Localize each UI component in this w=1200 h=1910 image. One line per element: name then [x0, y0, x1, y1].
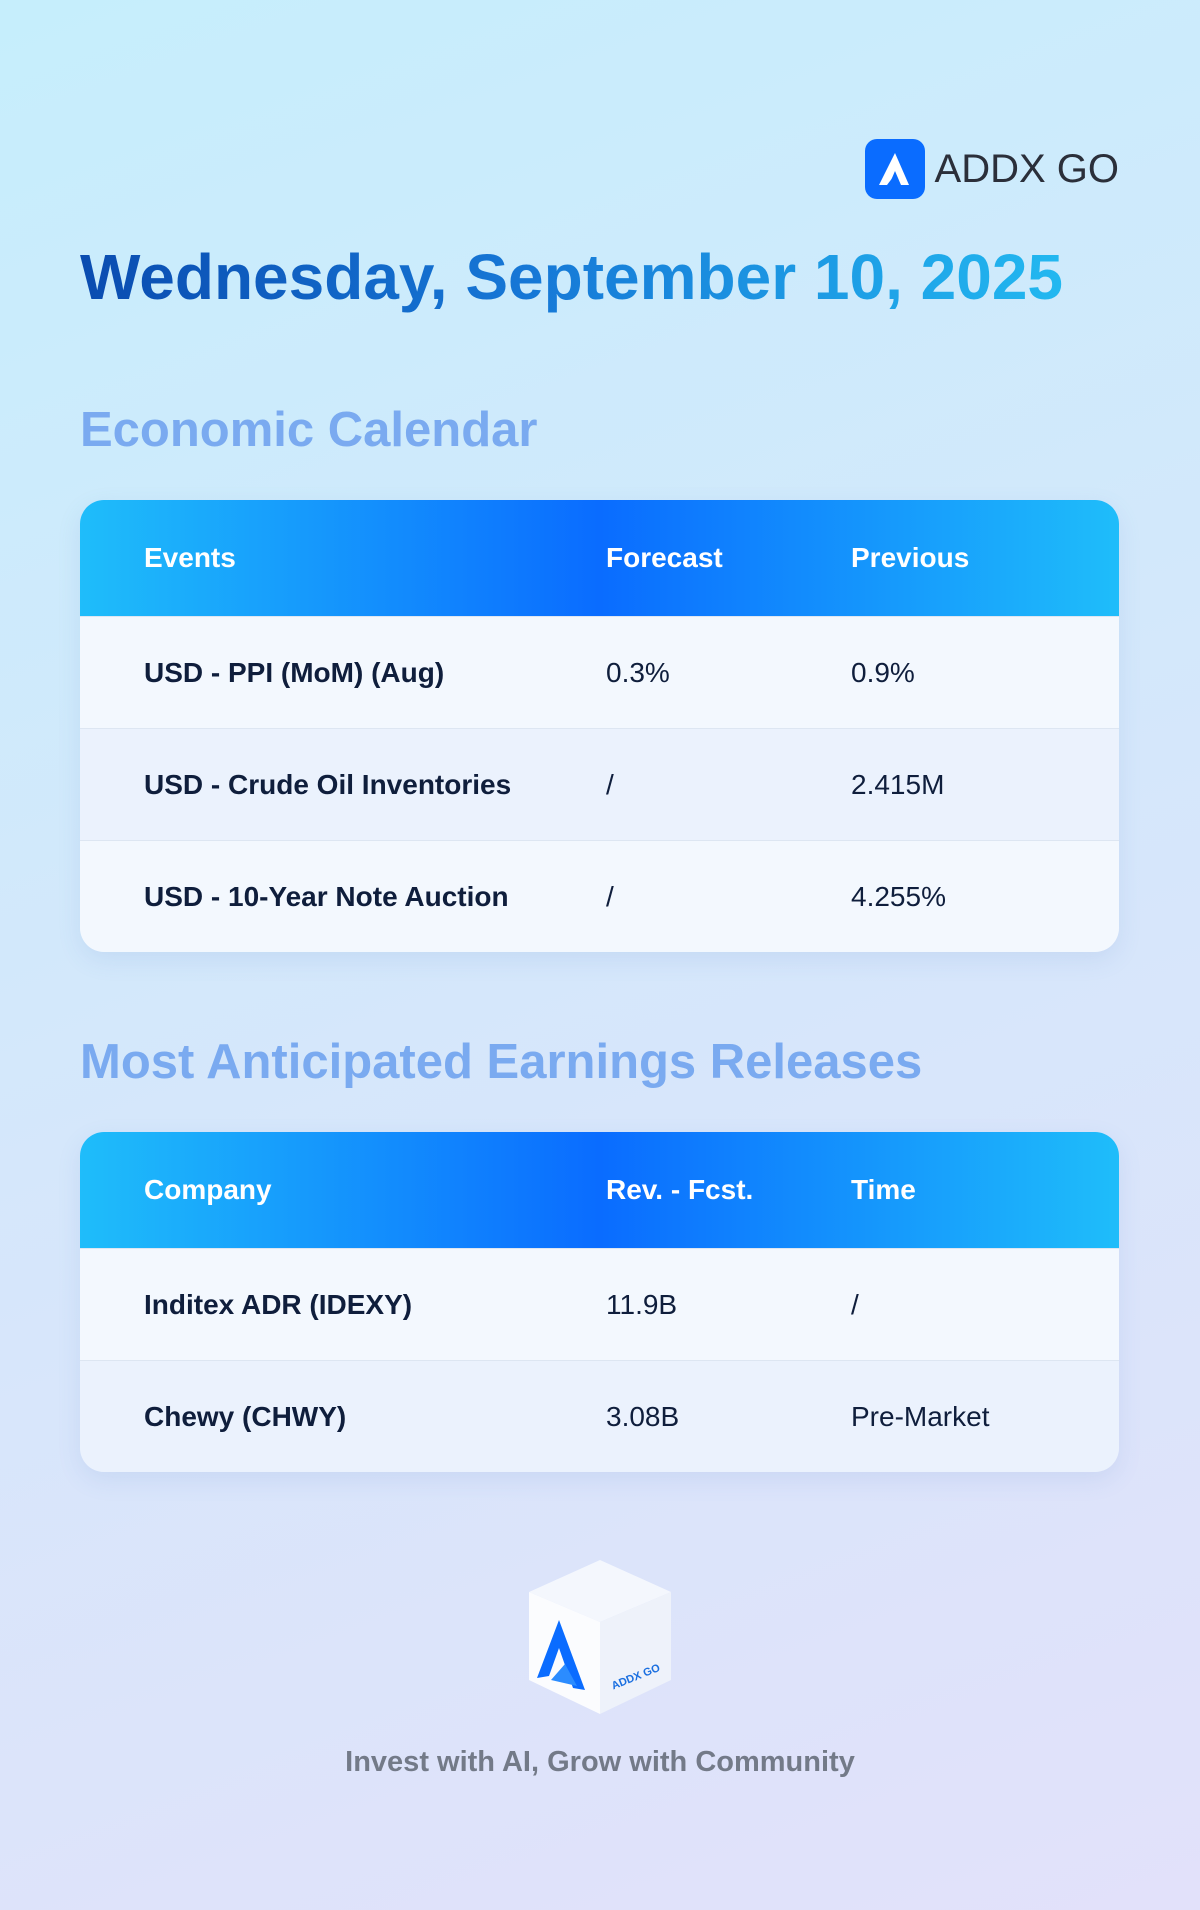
cell: 0.9% [851, 656, 915, 688]
cell: / [851, 1288, 859, 1320]
table-row: USD - PPI (MoM) (Aug) 0.3% 0.9% [80, 616, 1119, 728]
table-header: Events Forecast Previous [80, 500, 1119, 616]
cell: 11.9B [606, 1288, 678, 1320]
column-header: Time [851, 1174, 916, 1205]
cell: 2.415M [851, 768, 945, 800]
brand-icon [864, 139, 925, 199]
table-row: Chewy (CHWY) 3.08B Pre-Market [80, 1360, 1119, 1472]
cell: 0.3% [606, 656, 670, 688]
cell: 3.08B [606, 1400, 680, 1432]
cell: USD - PPI (MoM) (Aug) [144, 656, 445, 688]
cell: 4.255% [851, 880, 946, 912]
table-row: USD - 10-Year Note Auction / 4.255% [80, 840, 1119, 952]
brand: ADDX GO [864, 139, 1119, 199]
economic-table: Events Forecast Previous USD - PPI (MoM)… [80, 500, 1119, 952]
column-header: Events [144, 542, 236, 573]
brand-name: ADDX GO [934, 146, 1119, 191]
cell: / [606, 880, 614, 912]
cell: Pre-Market [851, 1400, 990, 1432]
cell: / [606, 768, 614, 800]
date-title: Wednesday, September 10, 2025 [80, 241, 1063, 313]
cell: USD - 10-Year Note Auction [144, 880, 509, 912]
cell: Inditex ADR (IDEXY) [144, 1288, 413, 1320]
table-header: Company Rev. - Fcst. Time [80, 1132, 1119, 1248]
section-title: Most Anticipated Earnings Releases [80, 1035, 923, 1089]
cell: Chewy (CHWY) [144, 1400, 347, 1432]
column-header: Previous [851, 542, 970, 573]
section-title: Economic Calendar [80, 403, 538, 457]
tagline: Invest with AI, Grow with Community [345, 1746, 855, 1778]
earnings-table: Company Rev. - Fcst. Time Inditex ADR (I… [80, 1132, 1119, 1472]
cube-logo: ADDX GO [529, 1560, 671, 1714]
column-header: Rev. - Fcst. [606, 1174, 754, 1205]
table-row: USD - Crude Oil Inventories / 2.415M [80, 728, 1119, 840]
cell: USD - Crude Oil Inventories [144, 768, 512, 800]
column-header: Forecast [606, 542, 723, 573]
table-row: Inditex ADR (IDEXY) 11.9B / [80, 1248, 1119, 1360]
column-header: Company [144, 1174, 272, 1205]
